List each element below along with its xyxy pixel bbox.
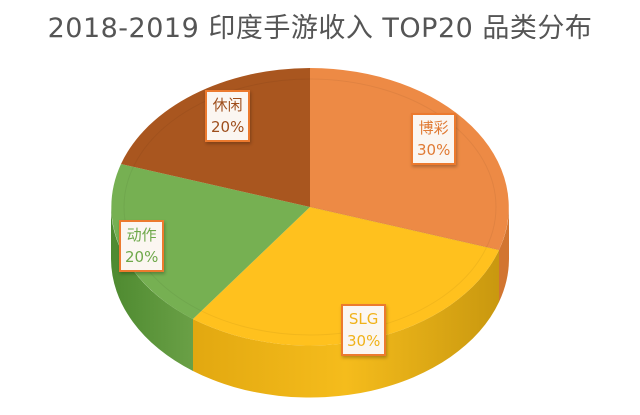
chart-title: 2018-2019 印度手游收入 TOP20 品类分布	[47, 13, 593, 44]
side-gambling	[499, 207, 509, 302]
side-action	[111, 207, 193, 371]
data-label-slg: SLG 30%	[341, 304, 387, 356]
side-slg	[193, 250, 499, 398]
slice-slg[interactable]	[193, 207, 499, 346]
data-label-action: 动作 20%	[119, 220, 165, 272]
data-label-casual: 休闲 20%	[205, 90, 251, 142]
data-label-gambling: 博彩 30%	[411, 113, 457, 165]
slice-action[interactable]	[111, 164, 310, 319]
slice-gambling[interactable]	[310, 68, 509, 250]
